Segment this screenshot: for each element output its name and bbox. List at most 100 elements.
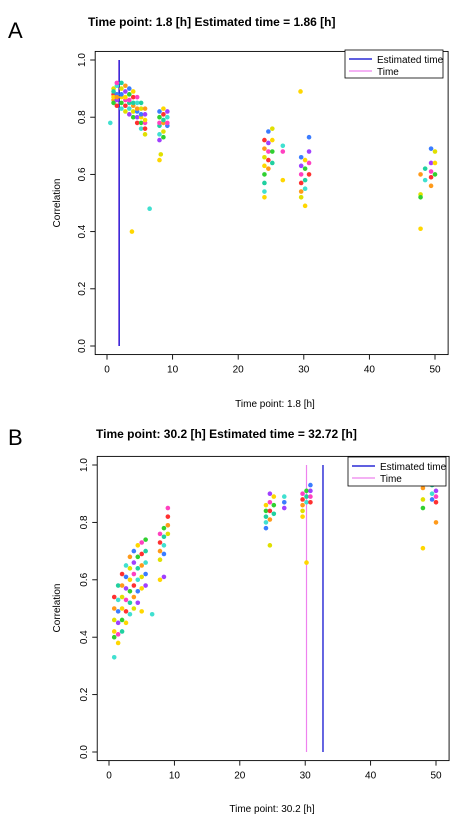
data-point [123, 109, 128, 114]
data-point [262, 189, 267, 194]
legend-b: Estimated time Time [347, 456, 447, 487]
data-point [262, 163, 267, 169]
data-point [281, 500, 287, 505]
y-tick-label-b-2: 0.4 [79, 630, 90, 644]
y-tick-label-a-5: 1.0 [77, 53, 88, 67]
data-point [300, 508, 305, 514]
data-point [123, 94, 128, 100]
data-point [115, 620, 121, 626]
data-point [157, 114, 162, 120]
data-point [165, 522, 171, 528]
plot-area-a: 0.0 0.2 0.4 0.6 0.8 1.0 0 10 20 30 40 50 [77, 50, 449, 376]
y-tick-label-b-5: 1.0 [79, 458, 90, 472]
y-tick-label-b-0: 0.0 [79, 745, 90, 759]
data-point [111, 634, 117, 640]
data-point [302, 177, 308, 183]
data-point [127, 106, 132, 111]
data-point [165, 120, 170, 126]
y-tick-label-a-3: 0.6 [77, 167, 88, 181]
data-point [111, 654, 117, 660]
data-point [111, 94, 116, 100]
data-point [135, 566, 141, 571]
data-point [131, 583, 137, 588]
y-tick-label-a-0: 0.0 [77, 339, 88, 353]
data-point [135, 600, 141, 606]
x-tick-label-b-5: 50 [430, 771, 442, 782]
data-point [302, 203, 308, 209]
data-point [267, 517, 273, 522]
data-point [149, 611, 155, 617]
data-point [420, 505, 426, 511]
data-point [115, 583, 121, 588]
data-point [420, 545, 426, 551]
data-point [280, 177, 286, 183]
data-point [114, 103, 120, 109]
data-point [119, 583, 125, 588]
data-point [266, 166, 271, 171]
data-point [165, 505, 171, 511]
data-point [432, 149, 438, 154]
data-point [130, 94, 136, 100]
x-tick-label-b-0: 0 [106, 771, 112, 782]
data-point [123, 620, 129, 626]
data-point [111, 606, 117, 611]
data-point [119, 80, 124, 86]
data-point [165, 514, 171, 519]
data-point [123, 586, 129, 591]
data-point [143, 560, 148, 565]
data-point [130, 109, 136, 114]
data-point [266, 129, 271, 134]
data-point [134, 94, 140, 100]
data-point [298, 163, 304, 169]
data-point [158, 152, 164, 157]
data-point [135, 577, 141, 583]
y-tick-label-a-2: 0.4 [77, 224, 88, 238]
y-tick-label-a-1: 0.2 [77, 281, 88, 295]
x-tick-label-a-3: 30 [298, 365, 310, 376]
data-point [428, 169, 434, 174]
data-point [142, 132, 148, 137]
y-tick-label-b-3: 0.6 [79, 572, 90, 586]
data-point [127, 97, 132, 103]
data-point [119, 606, 125, 611]
data-point [119, 106, 124, 111]
data-point [138, 126, 144, 131]
data-point [157, 132, 162, 137]
data-point [119, 92, 124, 97]
data-point [271, 511, 277, 517]
data-point [139, 551, 144, 557]
data-point [271, 494, 277, 499]
data-point [161, 574, 167, 580]
data-point [111, 100, 116, 106]
data-point [300, 514, 305, 519]
data-point [428, 146, 434, 151]
data-point [130, 89, 136, 94]
data-point [306, 134, 312, 140]
data-point [433, 494, 439, 499]
data-point [267, 500, 273, 505]
data-point [298, 172, 304, 177]
data-point [127, 577, 133, 583]
data-point [123, 563, 129, 568]
legend-box-b [347, 456, 447, 487]
data-point [428, 183, 434, 189]
data-point [161, 112, 166, 117]
data-point [157, 120, 162, 126]
data-point [298, 154, 304, 160]
data-point [127, 86, 132, 91]
data-point [267, 543, 273, 548]
data-point [130, 114, 136, 120]
data-point [428, 174, 434, 180]
data-point [119, 629, 125, 634]
data-point [262, 137, 267, 143]
data-point [127, 588, 133, 594]
data-point [300, 491, 305, 496]
data-point [115, 609, 121, 614]
data-point [119, 594, 125, 600]
x-axis-label-a: Time point: 1.8 [h] [235, 399, 315, 410]
data-point [131, 606, 137, 611]
data-point [157, 137, 162, 143]
y-tick-label-b-1: 0.2 [79, 687, 90, 701]
data-point [127, 600, 133, 606]
data-point [138, 120, 144, 126]
